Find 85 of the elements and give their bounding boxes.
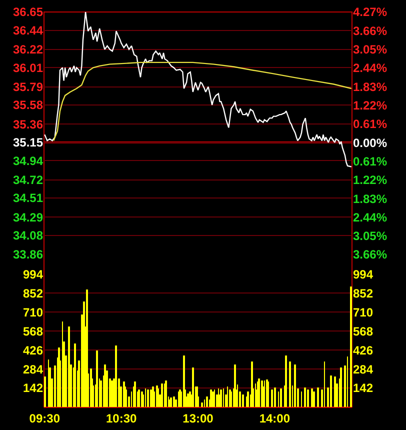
y-tick-label: 36.44 — [12, 23, 44, 38]
bar — [350, 286, 352, 407]
bar — [206, 396, 208, 407]
bar — [304, 387, 306, 407]
y-tick-label: 35.79 — [12, 80, 44, 94]
line-series — [52, 62, 352, 142]
bar — [192, 367, 194, 407]
bar — [74, 343, 76, 407]
bar — [210, 389, 212, 407]
y-tick-label: 35.15 — [12, 136, 44, 150]
bar — [289, 361, 291, 407]
bar — [187, 393, 189, 407]
y-tick-label: 852 — [22, 286, 44, 300]
y2-tick-label: 2.44% — [353, 61, 388, 76]
bar — [247, 391, 249, 407]
y2-tick-label: 3.66% — [353, 248, 388, 262]
y-tick-label: 34.29 — [12, 210, 44, 224]
bar — [311, 388, 313, 407]
bar — [104, 364, 106, 407]
y-tick-label: 36.01 — [12, 60, 44, 75]
y2-tick-label: 1.83% — [353, 80, 388, 94]
y2-tick-label: 2.44% — [353, 210, 388, 224]
y2-tick-label: 1.22% — [353, 98, 388, 112]
y2-tick-label: 3.05% — [353, 229, 388, 244]
y-tick-label: 994 — [22, 267, 44, 282]
x-tick-label: 10:30 — [106, 411, 137, 426]
y-tick-label: 36.65 — [12, 5, 44, 20]
y2-tick-label: 0.61% — [353, 154, 388, 168]
bar — [115, 345, 117, 407]
bar — [280, 388, 282, 407]
y-tick-label: 568 — [22, 324, 44, 338]
y2-tick-label: 4.27% — [353, 5, 388, 20]
y2-tick-label: 0.61% — [353, 117, 388, 132]
y-tick-label: 34.72 — [12, 172, 44, 187]
bar — [294, 364, 296, 407]
y2-tick-label: 0.00% — [353, 136, 388, 150]
bar — [152, 386, 154, 407]
bar — [242, 394, 244, 407]
y2-tick-label: 1.83% — [353, 192, 388, 206]
y-tick-label: 35.58 — [12, 98, 44, 112]
y-tick-label: 33.86 — [12, 248, 44, 262]
y-tick-label: 34.08 — [12, 228, 44, 243]
bar — [220, 389, 222, 407]
bar — [313, 391, 315, 407]
bar — [330, 375, 332, 407]
bar — [285, 355, 287, 407]
y2-tick-label: 994 — [353, 267, 374, 282]
bar — [134, 381, 136, 407]
bar — [317, 387, 319, 407]
y2-tick-label: 3.66% — [353, 24, 388, 38]
y2-tick-label: 426 — [353, 343, 374, 358]
y2-tick-label: 142 — [353, 381, 374, 396]
bar — [44, 376, 46, 407]
bar — [161, 383, 163, 407]
bar — [340, 367, 342, 407]
line-series — [44, 12, 352, 168]
bar — [165, 380, 167, 407]
bar — [201, 402, 203, 407]
bar — [156, 385, 158, 407]
bar — [274, 387, 276, 407]
bar — [307, 389, 309, 407]
y-tick-label: 36.22 — [12, 42, 44, 57]
bar — [258, 378, 260, 407]
y2-tick-label: 3.05% — [353, 42, 388, 57]
bar — [334, 376, 336, 407]
y2-tick-label: 852 — [353, 286, 374, 300]
y-tick-label: 142 — [22, 381, 44, 396]
y-tick-label: 34.94 — [12, 154, 44, 168]
bar — [150, 389, 152, 407]
y2-tick-label: 568 — [353, 324, 374, 338]
y-tick-label: 284 — [22, 362, 44, 376]
y-tick-label: 35.36 — [12, 117, 44, 132]
y-tick-label: 426 — [22, 343, 44, 358]
bar — [147, 389, 149, 407]
y2-tick-label: 284 — [353, 362, 374, 376]
y2-tick-label: 1.22% — [353, 173, 388, 188]
x-tick-label: 09:30 — [29, 411, 60, 426]
y-tick-label: 34.51 — [12, 191, 44, 206]
y2-tick-label: 710 — [353, 305, 374, 320]
bar — [96, 350, 98, 407]
bar — [271, 389, 273, 407]
bar — [173, 396, 175, 407]
x-tick-label: 13:00 — [182, 411, 214, 426]
y-tick-label: 710 — [22, 305, 44, 320]
x-tick-label: 14:00 — [259, 411, 290, 426]
